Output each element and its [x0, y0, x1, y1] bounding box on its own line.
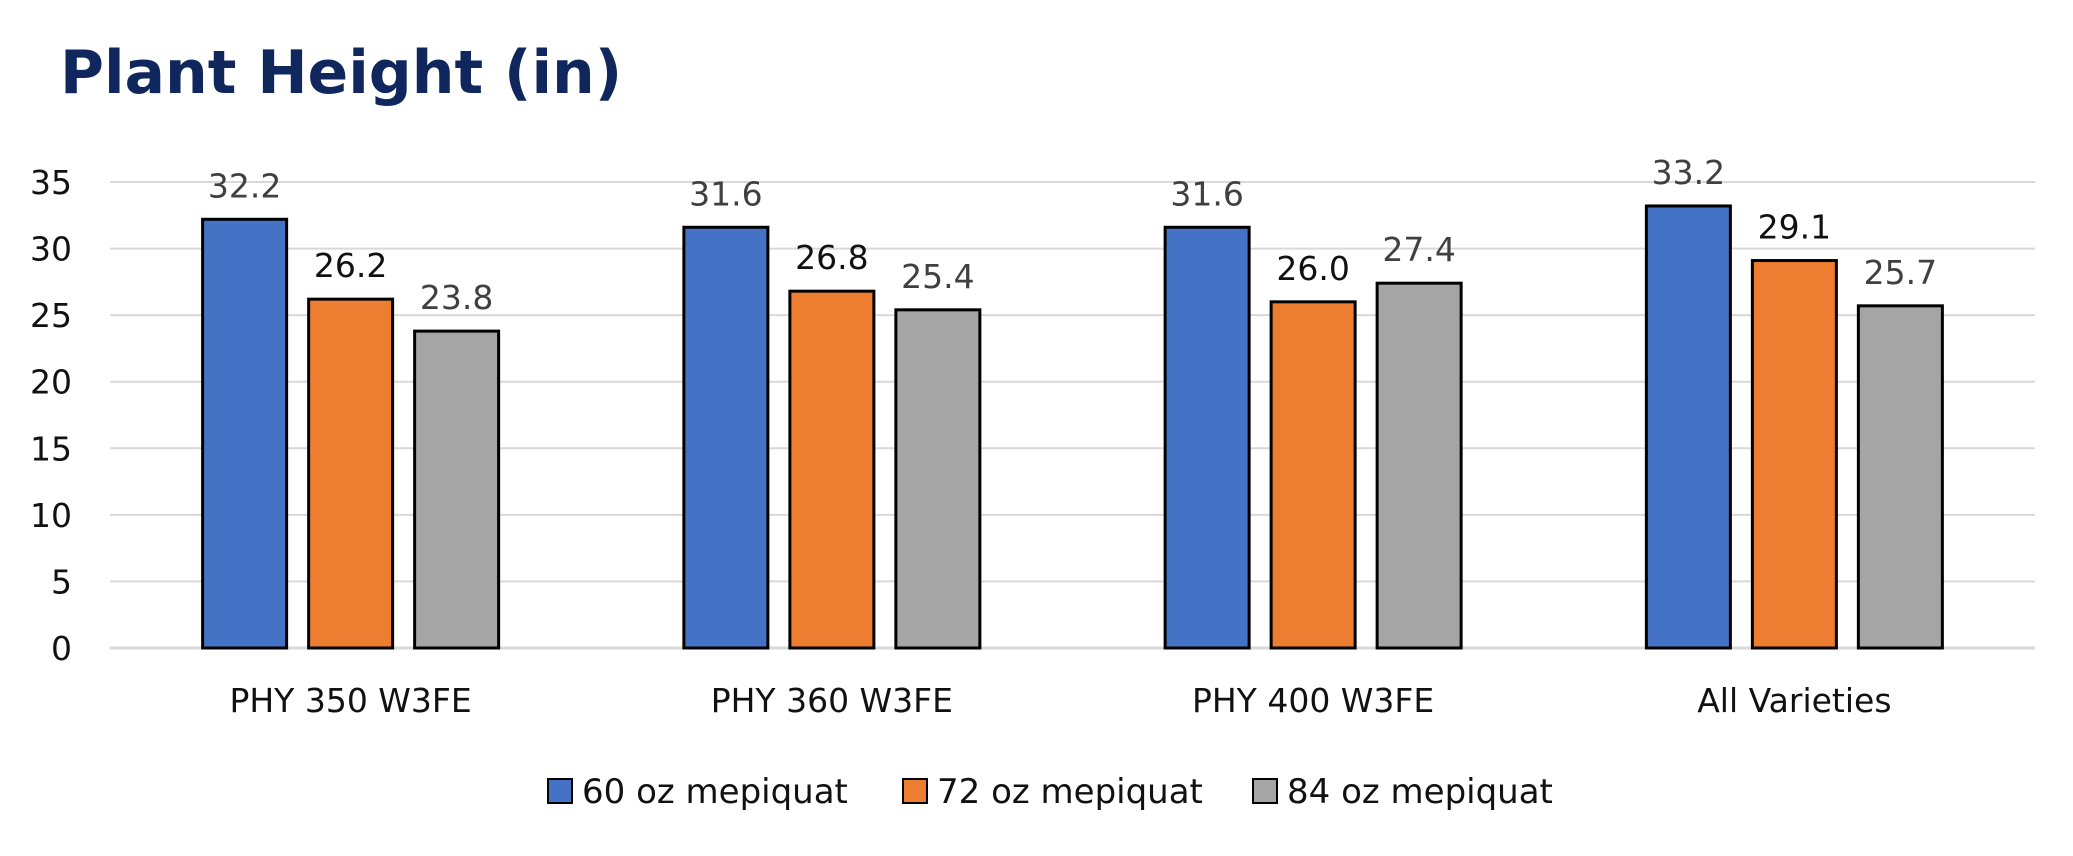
gridlines	[110, 181, 2035, 650]
bar	[1644, 204, 1732, 650]
bar	[682, 225, 770, 650]
data-labels: 32.2 26.2 23.8 31.6 26.8 25.4 31.6 26.0 27.4 33.2…	[208, 153, 1937, 317]
bar	[413, 329, 501, 650]
bar	[894, 308, 982, 650]
legend-swatch	[1252, 778, 1278, 804]
bar	[1750, 259, 1838, 650]
data-label: 33.2	[1652, 153, 1725, 192]
bar	[1163, 225, 1251, 650]
y-tick-label: 15	[30, 429, 72, 468]
data-label: 29.1	[1758, 208, 1831, 247]
bars	[201, 204, 1944, 650]
data-label: 25.4	[901, 257, 974, 296]
bar	[1269, 300, 1357, 650]
x-axis-categories: PHY 350 W3FE PHY 360 W3FE PHY 400 W3FE All …	[229, 681, 1891, 720]
y-tick-label: 5	[51, 562, 72, 601]
data-label: 25.7	[1864, 253, 1937, 292]
x-category-label: PHY 400 W3FE	[1192, 681, 1434, 720]
x-category-label: PHY 360 W3FE	[711, 681, 953, 720]
data-label: 32.2	[208, 166, 281, 205]
y-axis-ticks: 0 5 10 15 20 25 30 35	[30, 163, 72, 668]
y-tick-label: 30	[30, 230, 72, 269]
data-label: 27.4	[1382, 230, 1455, 269]
legend-swatch	[902, 778, 928, 804]
legend-label: 84 oz mepiquat	[1287, 772, 1553, 812]
legend-swatch	[547, 778, 573, 804]
bar	[1375, 281, 1463, 650]
data-label: 26.0	[1276, 249, 1349, 288]
data-label: 23.8	[420, 278, 493, 317]
y-tick-label: 0	[51, 629, 72, 668]
bar	[201, 217, 289, 650]
y-tick-label: 10	[30, 496, 72, 535]
data-label: 26.2	[314, 246, 387, 285]
x-category-label: All Varieties	[1697, 681, 1891, 720]
legend-label: 72 oz mepiquat	[937, 772, 1203, 812]
legend: 60 oz mepiquat 72 oz mepiquat 84 oz mepiqu…	[547, 772, 1553, 812]
data-label: 26.8	[795, 238, 868, 277]
x-category-label: PHY 350 W3FE	[229, 681, 471, 720]
y-tick-label: 35	[30, 163, 72, 202]
chart-title: Plant Height (in)	[60, 38, 623, 108]
bar	[788, 289, 876, 650]
bar	[307, 297, 395, 650]
legend-label: 60 oz mepiquat	[582, 772, 848, 812]
bar	[1856, 304, 1944, 650]
y-tick-label: 25	[30, 296, 72, 335]
data-label: 31.6	[689, 174, 762, 213]
y-tick-label: 20	[30, 363, 72, 402]
data-label: 31.6	[1170, 174, 1243, 213]
